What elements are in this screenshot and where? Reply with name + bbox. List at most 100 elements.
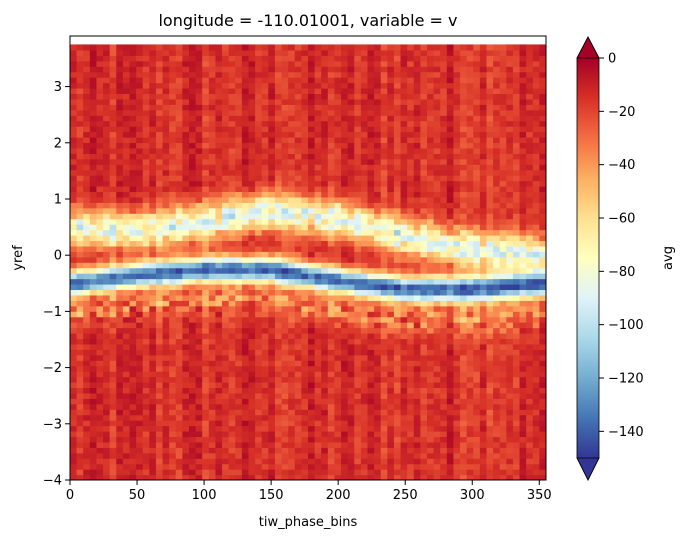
heatmap-cell xyxy=(314,213,322,220)
heatmap-cell xyxy=(169,224,177,231)
heatmap-cell xyxy=(400,158,408,165)
heatmap-cell xyxy=(466,158,474,165)
heatmap-cell xyxy=(354,436,362,443)
heatmap-cell xyxy=(182,365,190,372)
heatmap-cell xyxy=(473,213,481,220)
heatmap-cell xyxy=(387,77,395,84)
heatmap-cell xyxy=(393,382,402,389)
heatmap-cell xyxy=(440,425,448,432)
heatmap-cell xyxy=(155,158,164,165)
heatmap-cell xyxy=(413,66,421,73)
heatmap-cell xyxy=(374,305,382,312)
heatmap-cell xyxy=(446,213,455,220)
heatmap-cell xyxy=(400,49,408,56)
heatmap-cell xyxy=(354,169,362,176)
heatmap-cell xyxy=(222,71,230,78)
heatmap-cell xyxy=(116,436,124,443)
heatmap-cell xyxy=(228,82,236,89)
heatmap-cell xyxy=(274,185,283,193)
heatmap-cell xyxy=(122,98,131,105)
heatmap-cell xyxy=(96,153,104,160)
heatmap-cell xyxy=(142,256,150,263)
heatmap-cell xyxy=(155,196,164,203)
heatmap-cell xyxy=(321,44,329,51)
heatmap-cell xyxy=(248,98,256,105)
heatmap-cell xyxy=(202,311,210,318)
heatmap-cell xyxy=(208,104,217,111)
heatmap-cell xyxy=(162,294,170,301)
heatmap-cell xyxy=(400,60,408,67)
heatmap-cell xyxy=(453,153,461,160)
heatmap-cell xyxy=(446,278,455,285)
heatmap-cell xyxy=(268,77,276,84)
heatmap-cell xyxy=(321,262,329,269)
heatmap-cell xyxy=(122,403,131,410)
heatmap-cell xyxy=(446,420,455,427)
heatmap-cell xyxy=(189,224,197,231)
heatmap-cell xyxy=(400,202,408,209)
heatmap-cell xyxy=(301,93,309,100)
heatmap-cell xyxy=(341,213,349,220)
heatmap-cell xyxy=(327,158,336,165)
heatmap-cell xyxy=(460,409,468,416)
heatmap-cell xyxy=(155,185,164,193)
heatmap-cell xyxy=(268,349,276,356)
heatmap-cell xyxy=(261,327,269,334)
heatmap-cell xyxy=(294,60,302,67)
heatmap-cell xyxy=(440,131,448,138)
heatmap-cell xyxy=(96,77,104,84)
heatmap-cell xyxy=(261,164,269,171)
heatmap-cell xyxy=(70,469,78,476)
heatmap-cell xyxy=(327,169,336,176)
heatmap-cell xyxy=(360,218,369,225)
heatmap-cell xyxy=(446,180,455,187)
heatmap-cell xyxy=(136,256,144,263)
heatmap-cell xyxy=(136,93,144,100)
heatmap-cell xyxy=(70,420,78,427)
heatmap-cell xyxy=(380,82,388,89)
heatmap-cell xyxy=(281,349,289,356)
heatmap-cell xyxy=(96,338,104,345)
heatmap-cell xyxy=(360,77,369,84)
heatmap-cell xyxy=(208,185,217,193)
heatmap-cell xyxy=(182,403,190,410)
heatmap-cell xyxy=(341,294,349,301)
heatmap-cell xyxy=(308,115,316,122)
heatmap-cell xyxy=(274,245,283,252)
heatmap-cell xyxy=(380,153,388,160)
heatmap-cell xyxy=(360,104,369,111)
heatmap-cell xyxy=(360,322,369,329)
heatmap-cell xyxy=(261,333,269,340)
heatmap-cell xyxy=(347,382,355,389)
heatmap-cell xyxy=(208,447,217,454)
heatmap-cell xyxy=(387,175,395,182)
heatmap-cell xyxy=(83,213,91,220)
heatmap-cell xyxy=(427,142,435,149)
heatmap-cell xyxy=(334,387,342,394)
heatmap-cell xyxy=(241,294,250,301)
heatmap-cell xyxy=(103,158,111,165)
heatmap-cell xyxy=(446,142,455,149)
heatmap-cell xyxy=(129,153,137,160)
heatmap-cell xyxy=(453,392,461,399)
heatmap-cell xyxy=(301,387,309,394)
heatmap-cell xyxy=(427,229,435,236)
heatmap-cell xyxy=(89,283,98,291)
heatmap-cell xyxy=(109,420,117,427)
heatmap-cell xyxy=(70,55,78,62)
heatmap-cell xyxy=(387,452,395,459)
heatmap-cell xyxy=(341,431,349,438)
heatmap-cell xyxy=(274,262,283,269)
heatmap-cell xyxy=(202,164,210,171)
heatmap-cell xyxy=(294,300,302,307)
heatmap-cell xyxy=(208,343,217,350)
heatmap-cell xyxy=(96,202,104,209)
heatmap-cell xyxy=(89,316,98,323)
heatmap-cell xyxy=(103,109,111,116)
heatmap-cell xyxy=(261,360,269,367)
heatmap-cell xyxy=(294,387,302,394)
heatmap-cell xyxy=(215,343,223,350)
heatmap-cell xyxy=(103,316,111,323)
heatmap-cell xyxy=(380,120,388,127)
heatmap-cell xyxy=(420,153,428,160)
